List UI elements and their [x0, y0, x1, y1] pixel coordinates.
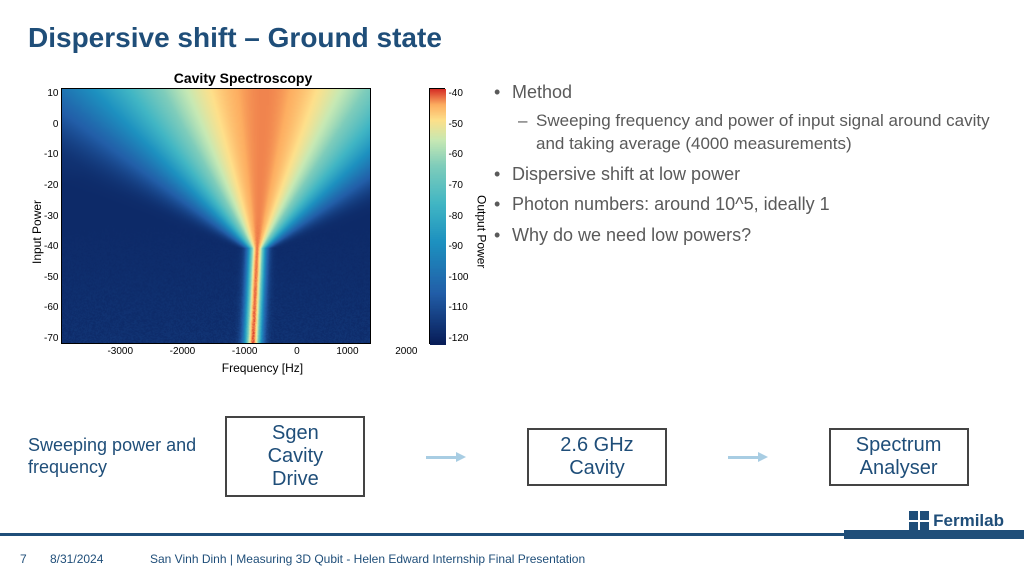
flow-arrow [728, 452, 768, 462]
cb-tick: -120 [448, 333, 468, 344]
page-title: Dispersive shift – Ground state [28, 22, 442, 54]
footer-divider [0, 533, 1024, 536]
y-axis-label: Input Power [28, 88, 44, 375]
flow-box: 2.6 GHzCavity [527, 428, 667, 486]
bullet-item: Method [490, 80, 1000, 104]
x-tick: -3000 [107, 346, 133, 357]
y-tick: 10 [44, 88, 58, 99]
colorbar-label: Output Power [474, 195, 488, 268]
bullet-item: Dispersive shift at low power [490, 162, 1000, 186]
x-tick: -1000 [232, 346, 258, 357]
page-number: 7 [0, 552, 50, 566]
y-tick: 0 [44, 119, 58, 130]
y-tick: -40 [44, 241, 58, 252]
cb-tick: -60 [448, 149, 468, 160]
cb-tick: -80 [448, 211, 468, 222]
y-tick: -10 [44, 149, 58, 160]
cb-tick: -70 [448, 180, 468, 191]
y-tick: -60 [44, 302, 58, 313]
logo-icon [909, 511, 929, 531]
slide: { "title": "Dispersive shift – Ground st… [0, 0, 1024, 576]
bullet-item: Why do we need low powers? [490, 223, 1000, 247]
x-tick: 2000 [395, 346, 417, 357]
x-axis-label: Frequency [Hz] [107, 361, 417, 375]
y-tick: -70 [44, 333, 58, 344]
cb-tick: -110 [448, 302, 468, 313]
flow-box: SpectrumAnalyser [829, 428, 969, 486]
chart-title: Cavity Spectroscopy [28, 70, 458, 86]
flow-label: Sweeping power and frequency [28, 435, 198, 478]
cavity-spectroscopy-chart: Cavity Spectroscopy Input Power 10 0 -10 -2… [28, 70, 458, 380]
logo-text: Fermilab [933, 511, 1004, 531]
y-tick: -50 [44, 272, 58, 283]
footer: 7 8/31/2024 San Vinh Dinh | Measuring 3D… [0, 552, 1024, 566]
cb-tick: -90 [448, 241, 468, 252]
bullet-item: Sweeping frequency and power of input si… [490, 110, 1000, 156]
y-tick: -30 [44, 211, 58, 222]
footer-date: 8/31/2024 [50, 552, 150, 566]
y-tick: -20 [44, 180, 58, 191]
y-axis-ticks: 10 0 -10 -20 -30 -40 -50 -60 -70 [44, 88, 61, 344]
bullet-list: Method Sweeping frequency and power of in… [490, 80, 1000, 253]
x-tick: -2000 [170, 346, 196, 357]
colorbar [429, 88, 445, 344]
footer-text: San Vinh Dinh | Measuring 3D Qubit - Hel… [150, 552, 1024, 566]
cb-tick: -40 [448, 88, 468, 99]
x-axis-ticks: -3000 -2000 -1000 0 1000 2000 [107, 346, 417, 357]
cb-tick: -100 [448, 272, 468, 283]
x-tick: 1000 [336, 346, 358, 357]
fermilab-logo: Fermilab [909, 511, 1004, 531]
cb-tick: -50 [448, 119, 468, 130]
flow-box: SgenCavityDrive [225, 416, 365, 497]
flow-arrow [426, 452, 466, 462]
flow-diagram: Sweeping power and frequency SgenCavityD… [28, 416, 996, 497]
x-tick: 0 [294, 346, 300, 357]
colorbar-ticks: -40 -50 -60 -70 -80 -90 -100 -110 -120 [448, 88, 468, 344]
bullet-item: Photon numbers: around 10^5, ideally 1 [490, 192, 1000, 216]
heatmap-plot [61, 88, 371, 344]
